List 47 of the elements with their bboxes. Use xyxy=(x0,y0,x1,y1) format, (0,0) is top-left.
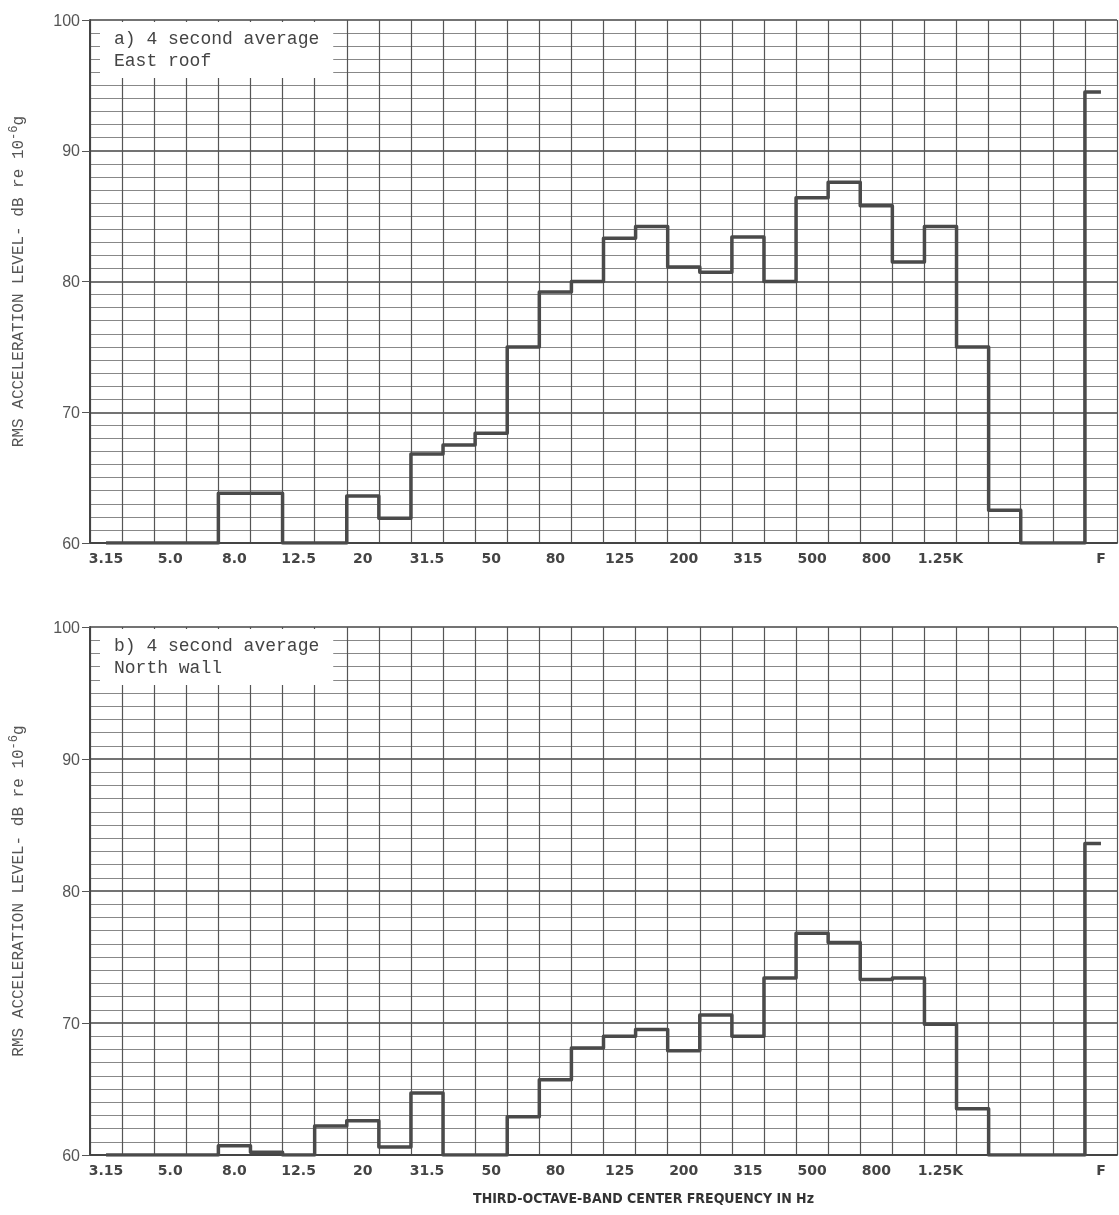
x-tick-label: 200 xyxy=(669,1162,699,1178)
x-tick-label: 20 xyxy=(353,1162,373,1178)
x-tick-label: 80 xyxy=(545,550,566,566)
x-tick-label: 800 xyxy=(861,550,892,566)
y-tick-label: 70 xyxy=(62,403,81,421)
x-tick-label: 500 xyxy=(797,550,827,566)
x-tick-label: 8.0 xyxy=(222,550,248,566)
x-tick-label: 50 xyxy=(481,1162,502,1178)
y-axis-title: RMS ACCELERATION LEVEL- dB re 10-6g xyxy=(7,725,28,1057)
x-tick-label: 125 xyxy=(604,1162,635,1178)
y-tick-label: 60 xyxy=(62,534,81,552)
y-tick-label: 80 xyxy=(62,882,81,900)
y-tick-label: 90 xyxy=(62,750,81,768)
y-axis-title: RMS ACCELERATION LEVEL- dB re 10-6g xyxy=(7,115,28,448)
x-tick-label: 1.25K xyxy=(917,1162,965,1178)
x-tick-label: F xyxy=(1096,1162,1106,1178)
x-tick-label: 3.15 xyxy=(88,550,124,566)
x-tick-label: 8.0 xyxy=(222,1162,248,1178)
x-tick-label: 31.5 xyxy=(409,550,445,566)
x-tick-label: 125 xyxy=(604,550,635,566)
x-tick-label: 500 xyxy=(797,1162,827,1178)
x-tick-label: 5.0 xyxy=(157,550,183,566)
x-tick-label: 50 xyxy=(481,550,502,566)
text: b) 4 second average xyxy=(114,636,320,656)
x-tick-label: F xyxy=(1096,550,1106,566)
x-tick-label: 200 xyxy=(669,550,699,566)
y-tick-label: 100 xyxy=(53,11,81,29)
x-tick-label: 3.15 xyxy=(88,1162,124,1178)
x-tick-label: 12.5 xyxy=(281,1162,316,1178)
x-tick-label: 80 xyxy=(545,1162,566,1178)
x-tick-label: 1.25K xyxy=(917,550,965,566)
x-tick-label: 800 xyxy=(861,1162,892,1178)
text: East roof xyxy=(114,51,212,71)
y-tick-label: 80 xyxy=(62,273,81,290)
y-tick-label: 70 xyxy=(62,1014,81,1032)
x-axis-title: THIRD-OCTAVE-BAND CENTER FREQUENCY IN Hz xyxy=(473,1190,814,1206)
x-tick-label: 5.0 xyxy=(157,1162,183,1178)
x-tick-label: 12.5 xyxy=(281,550,316,566)
y-tick-label: 90 xyxy=(62,142,81,160)
text: a) 4 second average xyxy=(114,29,320,49)
y-tick-label: 60 xyxy=(62,1146,81,1164)
x-tick-label: 315 xyxy=(733,1162,763,1178)
x-tick-label: 315 xyxy=(733,550,763,566)
text: North wall xyxy=(114,658,223,678)
y-tick-label: 100 xyxy=(53,618,81,636)
x-tick-label: 20 xyxy=(353,550,373,566)
x-tick-label: 31.5 xyxy=(409,1162,445,1178)
